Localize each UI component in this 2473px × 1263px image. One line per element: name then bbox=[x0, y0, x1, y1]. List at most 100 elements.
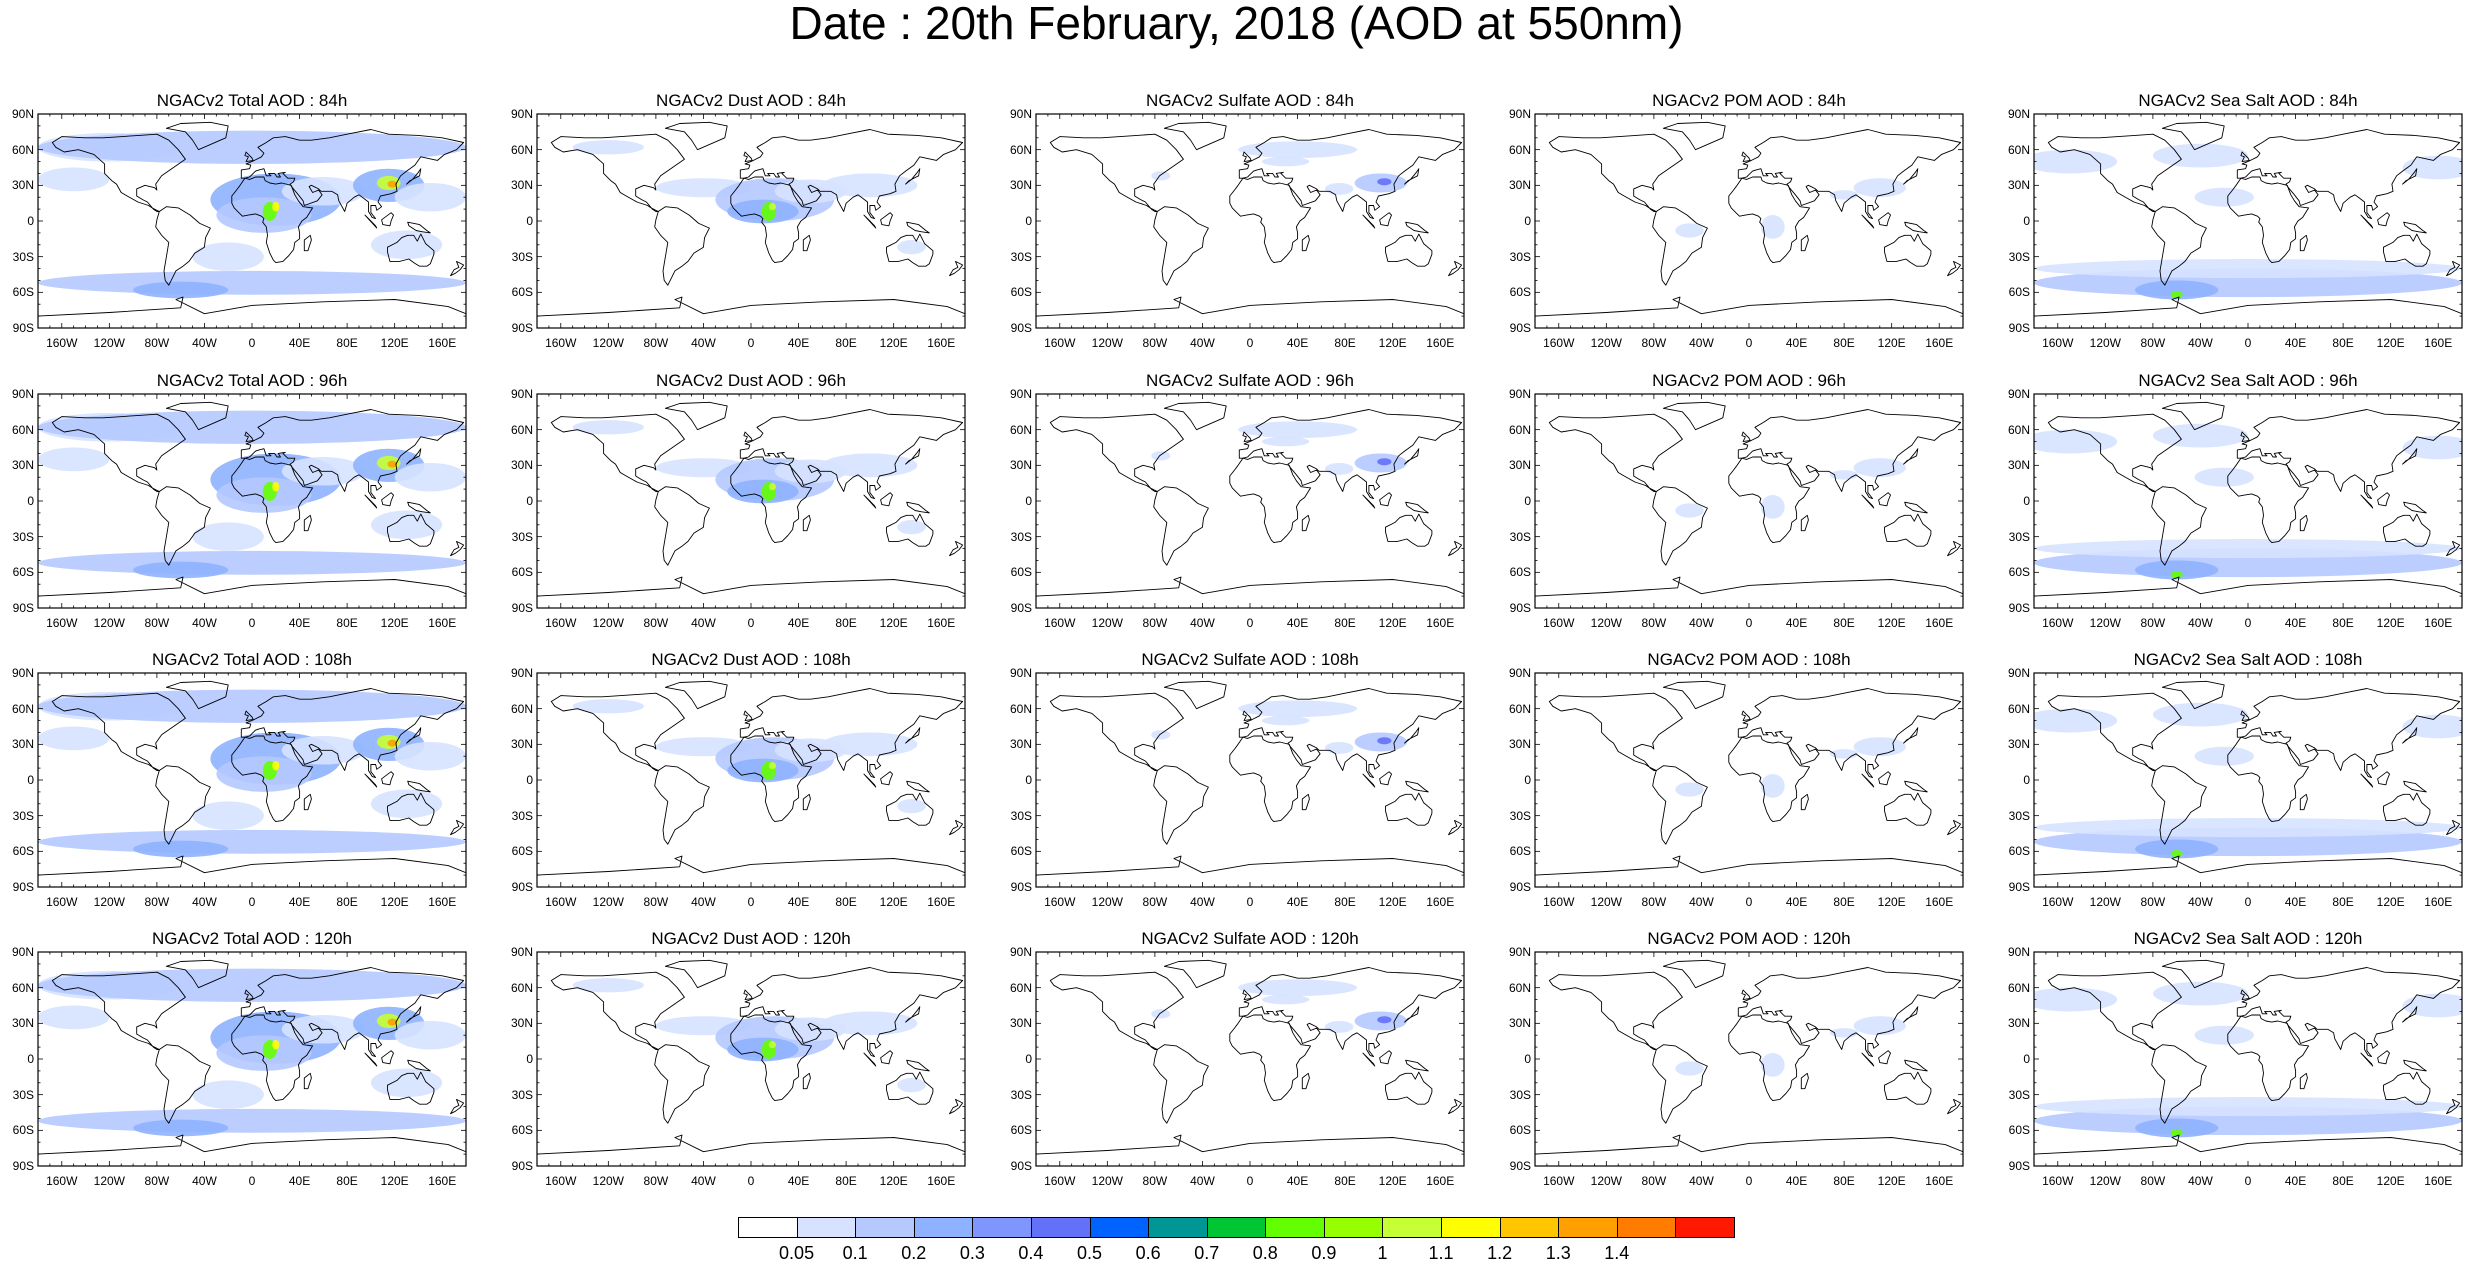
coastline bbox=[1728, 456, 1811, 544]
lat-tick-label: 90S bbox=[12, 321, 34, 335]
aod-plume bbox=[1238, 700, 1357, 717]
coastline bbox=[1049, 413, 1184, 492]
aod-plume bbox=[192, 1080, 264, 1109]
map-panel: NGACv2 Total AOD : 96h 90N 60N 30N 0 30S 60S 90… bbox=[0, 372, 470, 629]
coastline bbox=[949, 1098, 964, 1115]
lon-tick-label: 40W bbox=[2188, 616, 2213, 630]
lon-tick-label: 80W bbox=[643, 336, 669, 350]
lat-tick-label: 60S bbox=[12, 565, 34, 580]
coastline bbox=[1861, 494, 1875, 509]
aod-plume bbox=[38, 1005, 110, 1030]
coastline bbox=[450, 819, 465, 836]
page-title: Date : 20th February, 2018 (AOD at 550nm… bbox=[789, 0, 1684, 49]
panel-title: NGACv2 POM AOD : 108h bbox=[1647, 650, 1851, 669]
lon-tick-label: 120E bbox=[2376, 616, 2405, 630]
lon-tick-label: 0 bbox=[248, 895, 256, 909]
lat-tick-label: 90N bbox=[11, 666, 34, 680]
lat-tick-label: 30N bbox=[1508, 1016, 1531, 1031]
coastline bbox=[1861, 214, 1875, 229]
coastline bbox=[654, 206, 710, 286]
lon-tick-label: 0 bbox=[2244, 895, 2252, 909]
coastline bbox=[155, 486, 211, 566]
lon-tick-label: 40W bbox=[691, 1174, 716, 1188]
lon-tick-label: 0 bbox=[747, 895, 755, 909]
aod-plume bbox=[2152, 981, 2248, 1006]
panel-title: NGACv2 Dust AOD : 120h bbox=[651, 929, 851, 948]
map-panel: NGACv2 Sea Salt AOD : 96h 90N 60N 30N 0 30S 60… bbox=[1996, 372, 2466, 629]
lon-tick-label: 40W bbox=[192, 616, 217, 630]
lon-tick-label: 120E bbox=[1378, 895, 1407, 909]
coastline bbox=[387, 513, 435, 547]
coastline bbox=[1548, 413, 1683, 492]
lon-tick-label: 80E bbox=[336, 616, 358, 630]
aod-plume bbox=[2135, 560, 2219, 580]
lon-tick-label: 120W bbox=[93, 336, 125, 350]
lon-tick-label: 80E bbox=[1334, 616, 1356, 630]
panel-title: NGACv2 POM AOD : 84h bbox=[1652, 91, 1846, 110]
lon-tick-label: 120W bbox=[592, 336, 624, 350]
lon-tick-label: 0 bbox=[1246, 336, 1254, 350]
map-svg bbox=[37, 393, 467, 609]
lon-tick-label: 120E bbox=[879, 616, 908, 630]
coastline bbox=[406, 727, 422, 744]
lon-tick-label: 120E bbox=[1378, 616, 1407, 630]
aod-plume bbox=[1675, 223, 1704, 238]
map-svg bbox=[1534, 672, 1964, 888]
map-svg bbox=[1035, 951, 1465, 1167]
lon-tick-label: 160E bbox=[428, 336, 457, 350]
coastline bbox=[2403, 1059, 2427, 1072]
lon-tick-label: 160W bbox=[1543, 1174, 1575, 1188]
coastline bbox=[38, 296, 466, 328]
lat-tick-label: 60S bbox=[1010, 844, 1032, 859]
lon-tick-label: 160E bbox=[2424, 616, 2453, 630]
lat-tick-label: 90S bbox=[1509, 601, 1531, 615]
coastline bbox=[1448, 540, 1463, 557]
aod-plume bbox=[572, 140, 644, 155]
lat-tick-label: 0 bbox=[526, 773, 533, 787]
lat-tick-label: 30S bbox=[1509, 808, 1531, 823]
lon-tick-label: 120E bbox=[380, 616, 409, 630]
lon-tick-label: 120E bbox=[879, 336, 908, 350]
colorbar-swatch bbox=[738, 1217, 798, 1238]
lat-tick-label: 90S bbox=[1010, 880, 1032, 894]
aod-plume bbox=[822, 1011, 918, 1036]
lon-tick-label: 120W bbox=[2089, 1174, 2121, 1188]
map-frame bbox=[2033, 113, 2463, 329]
coastline bbox=[407, 221, 431, 234]
aod-plume bbox=[2152, 702, 2248, 727]
coastline bbox=[537, 576, 965, 608]
coastline bbox=[654, 486, 710, 566]
lon-tick-label: 80E bbox=[2332, 336, 2354, 350]
lon-tick-label: 40E bbox=[288, 1174, 311, 1188]
colorbar-swatch bbox=[1382, 1217, 1443, 1238]
lat-tick-label: 90N bbox=[11, 387, 34, 401]
coastline bbox=[1800, 514, 1809, 532]
lon-tick-label: 120E bbox=[2376, 895, 2405, 909]
coastline bbox=[886, 513, 934, 547]
lon-tick-label: 160E bbox=[2424, 1174, 2453, 1188]
lon-tick-label: 40W bbox=[1689, 616, 1714, 630]
lat-tick-label: 60S bbox=[2008, 844, 2030, 859]
lon-tick-label: 120E bbox=[380, 336, 409, 350]
coastline bbox=[1884, 513, 1932, 547]
lat-tick-label: 60S bbox=[2008, 1123, 2030, 1138]
lat-tick-label: 90N bbox=[2007, 666, 2030, 680]
lat-tick-label: 30N bbox=[1009, 1016, 1032, 1031]
lat-tick-label: 0 bbox=[526, 1052, 533, 1066]
lat-tick-label: 30S bbox=[511, 249, 533, 264]
coastline bbox=[406, 448, 422, 465]
lon-tick-label: 80E bbox=[336, 895, 358, 909]
coastline bbox=[2034, 1134, 2462, 1166]
coastline bbox=[664, 680, 728, 710]
coastline bbox=[905, 1006, 921, 1023]
coastline bbox=[51, 971, 186, 1050]
coastline bbox=[1884, 233, 1932, 267]
lon-tick-label: 40W bbox=[192, 1174, 217, 1188]
lat-tick-label: 90S bbox=[12, 1159, 34, 1173]
colorbar-swatch bbox=[1499, 1217, 1560, 1238]
lon-tick-label: 160E bbox=[1925, 616, 1954, 630]
coastline bbox=[240, 129, 465, 220]
lon-tick-label: 120E bbox=[2376, 1174, 2405, 1188]
lon-tick-label: 120W bbox=[592, 1174, 624, 1188]
aod-plume bbox=[2135, 839, 2219, 859]
